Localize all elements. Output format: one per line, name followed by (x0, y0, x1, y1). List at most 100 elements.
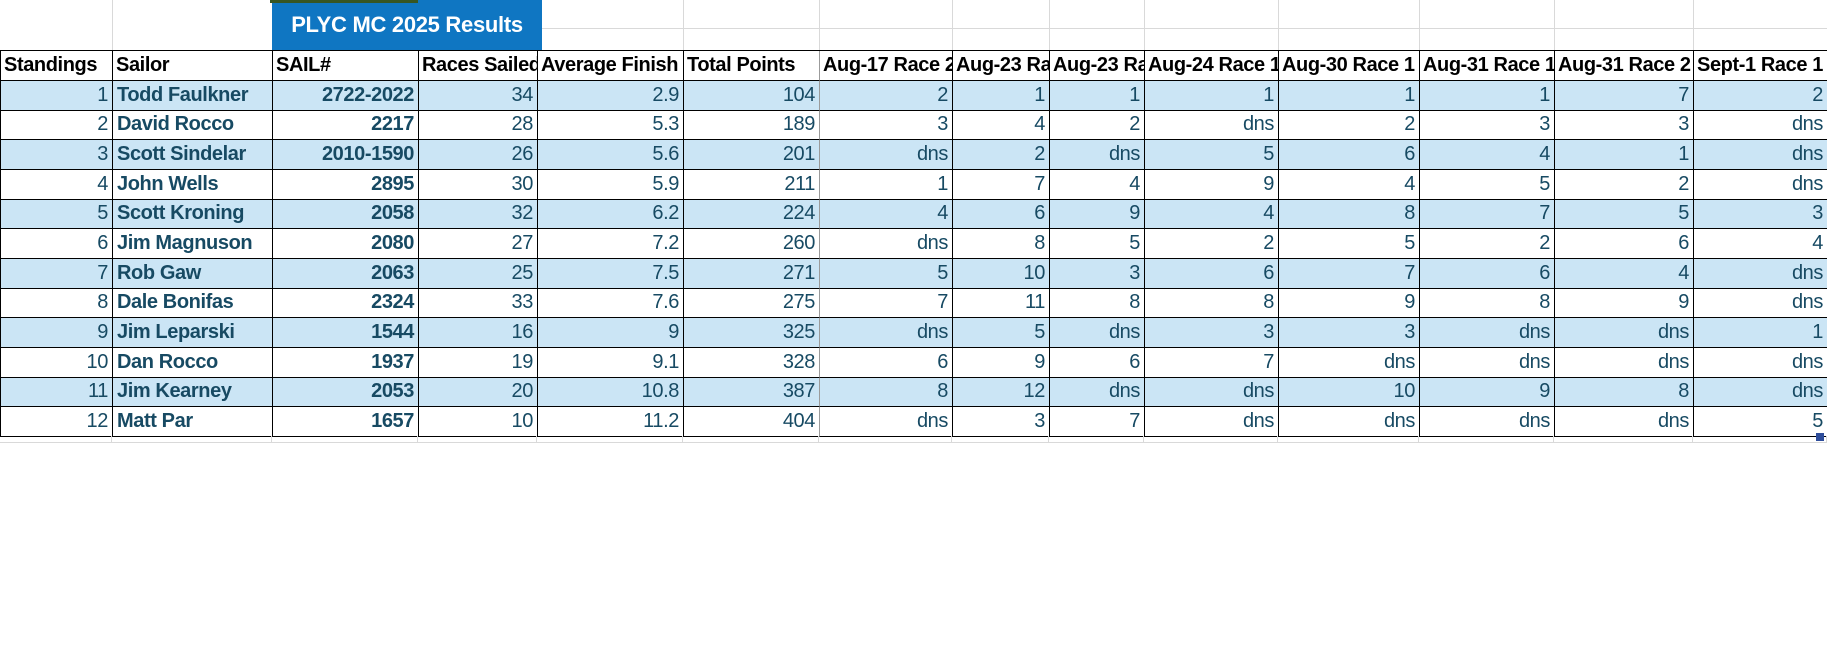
cell[interactable]: dns (1050, 140, 1145, 170)
cell[interactable]: 9 (1555, 288, 1694, 319)
cell[interactable]: 20 (419, 377, 538, 408)
cell[interactable]: 2063 (273, 258, 419, 289)
cell[interactable]: 7.6 (538, 288, 684, 319)
cell[interactable]: 10 (1, 347, 113, 378)
cell[interactable]: dns (1694, 377, 1827, 408)
cell[interactable]: 6 (1279, 140, 1420, 170)
cell[interactable]: 404 (684, 407, 820, 437)
header-aug-31-race-1-11[interactable]: Aug-31 Race 1 (1420, 51, 1555, 81)
cell[interactable]: 5 (820, 258, 953, 289)
cell[interactable]: 3 (1694, 199, 1827, 230)
cell[interactable]: 12 (1, 407, 113, 437)
cell[interactable]: 5 (1555, 199, 1694, 230)
cell[interactable]: 2895 (273, 169, 419, 200)
cell[interactable]: 9 (538, 318, 684, 348)
header-aug-31-race-2-12[interactable]: Aug-31 Race 2 (1555, 51, 1694, 81)
header-sept-1-race-1-13[interactable]: Sept-1 Race 1 (1694, 51, 1827, 81)
cell[interactable]: 6 (1, 229, 113, 259)
cell[interactable]: Jim Kearney (113, 377, 273, 408)
cell[interactable]: 1657 (273, 407, 419, 437)
cell[interactable]: 5.6 (538, 140, 684, 170)
cell[interactable]: 5 (1279, 229, 1420, 259)
cell[interactable]: 2 (1694, 81, 1827, 111)
cell[interactable]: 9 (1, 318, 113, 348)
cell[interactable]: 260 (684, 229, 820, 259)
cell[interactable]: 7.2 (538, 229, 684, 259)
cell[interactable]: 5 (1, 199, 113, 230)
cell[interactable]: 28 (419, 110, 538, 141)
cell[interactable]: 4 (1, 169, 113, 200)
cell[interactable]: David Rocco (113, 110, 273, 141)
cell[interactable]: 2 (1, 110, 113, 141)
cell[interactable]: 7 (953, 169, 1050, 200)
cell[interactable]: 7 (1145, 347, 1279, 378)
cell[interactable]: 6 (1145, 258, 1279, 289)
header-sailor-1[interactable]: Sailor (113, 51, 273, 81)
cell[interactable]: 6 (1555, 229, 1694, 259)
cell[interactable]: 11.2 (538, 407, 684, 437)
header-standings-0[interactable]: Standings (1, 51, 113, 81)
cell[interactable]: 7.5 (538, 258, 684, 289)
cell[interactable]: 10 (419, 407, 538, 437)
cell[interactable]: dns (1555, 407, 1694, 437)
cell[interactable]: 12 (953, 377, 1050, 408)
cell[interactable]: 104 (684, 81, 820, 111)
cell[interactable]: 19 (419, 347, 538, 378)
cell[interactable]: 25 (419, 258, 538, 289)
cell[interactable]: 4 (1050, 169, 1145, 200)
cell[interactable]: 34 (419, 81, 538, 111)
cell[interactable]: 8 (953, 229, 1050, 259)
cell[interactable]: 1 (820, 169, 953, 200)
cell[interactable]: 4 (1420, 140, 1555, 170)
cell[interactable]: 3 (1555, 110, 1694, 141)
cell[interactable]: 3 (820, 110, 953, 141)
cell[interactable]: 1937 (273, 347, 419, 378)
cell[interactable]: 2 (1279, 110, 1420, 141)
cell[interactable]: 6 (820, 347, 953, 378)
cell[interactable]: 4 (1555, 258, 1694, 289)
header-aug-23-ra-7[interactable]: Aug-23 Ra (953, 51, 1050, 81)
cell[interactable]: 10.8 (538, 377, 684, 408)
cell[interactable]: 387 (684, 377, 820, 408)
cell[interactable]: 9.1 (538, 347, 684, 378)
cell[interactable]: 6 (1420, 258, 1555, 289)
cell[interactable]: 33 (419, 288, 538, 319)
cell[interactable]: 3 (1279, 318, 1420, 348)
cell[interactable]: 30 (419, 169, 538, 200)
cell[interactable]: 9 (953, 347, 1050, 378)
cell[interactable]: 2 (1420, 229, 1555, 259)
cell[interactable]: dns (1279, 347, 1420, 378)
header-aug-17-race-2-6[interactable]: Aug-17 Race 2 (820, 51, 953, 81)
cell[interactable]: dns (1420, 318, 1555, 348)
cell[interactable]: 325 (684, 318, 820, 348)
cell[interactable]: dns (1279, 407, 1420, 437)
cell[interactable]: 5 (953, 318, 1050, 348)
cell[interactable]: dns (820, 140, 953, 170)
cell[interactable]: dns (1145, 377, 1279, 408)
cell[interactable]: Scott Sindelar (113, 140, 273, 170)
cell[interactable]: dns (1420, 347, 1555, 378)
cell[interactable]: dns (1050, 318, 1145, 348)
cell[interactable]: 1 (1, 81, 113, 111)
cell[interactable]: dns (1145, 407, 1279, 437)
cell[interactable]: 5 (1694, 407, 1827, 437)
cell[interactable]: 8 (1420, 288, 1555, 319)
cell[interactable]: dns (820, 407, 953, 437)
header-sail--2[interactable]: SAIL# (273, 51, 419, 81)
cell[interactable]: 2 (1050, 110, 1145, 141)
cell[interactable]: Jim Leparski (113, 318, 273, 348)
cell[interactable]: 8 (1145, 288, 1279, 319)
cell[interactable]: 328 (684, 347, 820, 378)
cell[interactable]: 8 (1, 288, 113, 319)
cell[interactable]: 8 (820, 377, 953, 408)
cell[interactable]: Jim Magnuson (113, 229, 273, 259)
cell[interactable]: dns (1694, 258, 1827, 289)
cell[interactable]: Rob Gaw (113, 258, 273, 289)
cell[interactable]: 5 (1420, 169, 1555, 200)
header-average-finish-4[interactable]: Average Finish (538, 51, 684, 81)
cell[interactable]: 7 (1, 258, 113, 289)
header-races-sailed-3[interactable]: Races Sailed (419, 51, 538, 81)
cell[interactable]: 2010-1590 (273, 140, 419, 170)
cell[interactable]: 1 (1694, 318, 1827, 348)
cell[interactable]: 2217 (273, 110, 419, 141)
